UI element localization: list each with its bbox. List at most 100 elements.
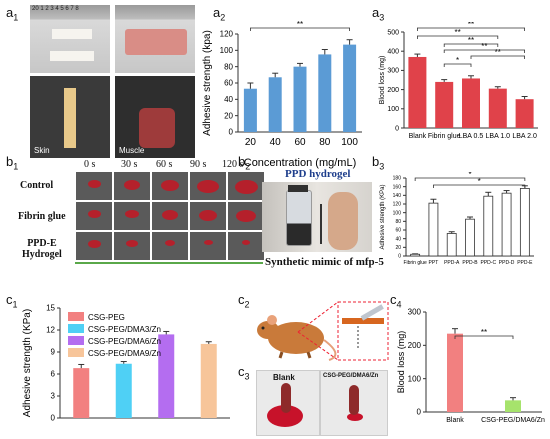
panel-label-c1: c1	[6, 292, 18, 310]
y-tick-label: 20	[224, 111, 233, 120]
blood-spot	[236, 210, 256, 222]
bar	[158, 334, 175, 418]
rat-tail	[323, 339, 337, 361]
panel-label-a3: a3	[372, 5, 384, 23]
y-tick-label: 300	[408, 308, 422, 317]
significance-bracket	[454, 335, 514, 339]
time-30s: 30 s	[121, 159, 138, 170]
significance-label: **	[468, 36, 474, 45]
x-axis-label: Concentration (mg/mL)	[244, 157, 357, 169]
significance-label: **	[481, 42, 487, 51]
x-tick-label: LBA 0.5	[459, 133, 484, 140]
time-120s: 120 s	[222, 159, 244, 170]
vial-body	[286, 190, 312, 246]
x-tick-label: CSG-PEG/DMA6/Zn	[481, 417, 545, 424]
x-tick-label: PPD-C	[481, 260, 497, 266]
bleeding-photo	[228, 232, 264, 260]
legend-label: CSG-PEG	[88, 313, 125, 322]
x-tick-label: Fibrin glue	[403, 260, 427, 266]
y-tick-label: 12	[46, 326, 55, 335]
x-tick-label: Fibrin glue	[428, 133, 461, 140]
row-fibrin-glue: Fibrin glue	[18, 211, 66, 222]
legend-label: CSG-PEG/DMA3/Zn	[88, 325, 161, 334]
y-tick-label: 0	[395, 125, 399, 132]
bleeding-photo	[76, 232, 112, 260]
bleeding-photo	[152, 202, 188, 230]
y-axis-label: Adhesive strength (KPa)	[22, 309, 33, 417]
y-tick-label: 120	[220, 30, 234, 39]
blood-spot	[199, 210, 217, 221]
panel-sub: 3	[379, 12, 385, 23]
liver-slab	[342, 318, 384, 324]
row-ppd-e: PPD-E Hydrogel	[22, 238, 62, 260]
y-tick-label: 200	[408, 341, 422, 350]
x-tick-label: Blank	[409, 133, 427, 140]
panel-sub: 1	[12, 299, 18, 310]
bar	[435, 81, 454, 128]
panel-label-b3: b3	[372, 154, 384, 172]
y-tick-label: 500	[387, 29, 399, 36]
bar	[447, 333, 463, 412]
y-tick-label: 100	[220, 46, 234, 55]
significance-label: *	[468, 172, 471, 179]
y-tick-label: 60	[224, 79, 233, 88]
significance-label: **	[454, 28, 460, 37]
x-tick-label: PPT	[429, 260, 439, 266]
skin-sample-bottom	[50, 51, 94, 61]
blank-tag: Blank	[273, 373, 295, 382]
blood-spot	[234, 180, 258, 194]
b1-green-bar	[75, 262, 263, 264]
legend-label: CSG-PEG/DMA9/Zn	[88, 349, 161, 358]
panel-letter: a	[213, 5, 221, 20]
legend-swatch	[68, 336, 84, 345]
ruler-text: 20 1 2 3 4 5 6 7 8	[32, 6, 79, 12]
time-60s: 60 s	[156, 159, 173, 170]
panel-label-a1: a1	[6, 5, 18, 23]
blood-spot	[203, 240, 213, 245]
small-blood-spot	[347, 413, 363, 421]
x-tick-label: LBA 1.0	[486, 133, 511, 140]
y-tick-label: 9	[51, 348, 56, 357]
blood-spot	[126, 240, 138, 247]
chart-a2: 0 20 40 60 80 100 120 20 40 60 80 100 Adhesive stren…	[202, 20, 362, 169]
bleeding-photo	[76, 172, 112, 200]
x-tick-label: LBA 2.0	[512, 133, 537, 140]
x-tick-label: PPD-B	[462, 260, 478, 266]
bar	[446, 233, 457, 257]
bar	[465, 218, 475, 257]
b2-title: PPD hydrogel	[285, 168, 351, 180]
panel-label-c2: c2	[238, 292, 250, 310]
skin-strip	[64, 88, 76, 148]
y-tick-label: 300	[387, 68, 399, 75]
significance-bracket	[443, 43, 499, 47]
panel-sub: 3	[379, 161, 385, 172]
inset-connector-bottom	[297, 331, 339, 361]
muscle-tag: Muscle	[119, 146, 145, 155]
skin-tag: Skin	[34, 146, 50, 155]
blank-liver-photo: Blank	[256, 370, 320, 436]
y-tick-label: 15	[46, 304, 55, 313]
panel-sub: 2	[220, 12, 226, 23]
y-tick-label: 200	[387, 87, 399, 94]
muscle-piece	[139, 108, 175, 148]
bar	[115, 363, 132, 418]
blood-spot	[197, 180, 219, 193]
liver-lobe	[281, 383, 291, 413]
panel-sub: 2	[245, 161, 251, 172]
significance-bracket	[443, 49, 525, 53]
bleeding-photo	[190, 172, 226, 200]
bar	[343, 44, 357, 132]
bar	[428, 202, 439, 257]
legend-label: CSG-PEG/DMA6/Zn	[88, 337, 161, 346]
bar	[318, 54, 332, 132]
panel-letter: c	[6, 292, 13, 307]
panel-sub: 1	[13, 161, 19, 172]
panel-letter: c	[238, 364, 245, 379]
y-tick-label: 3	[51, 392, 56, 401]
y-tick-label: 80	[224, 62, 233, 71]
muscle-sample	[125, 29, 187, 55]
x-tick-label: Blank	[446, 417, 464, 424]
panel-letter: a	[6, 5, 14, 20]
x-tick-label: 100	[341, 137, 358, 148]
